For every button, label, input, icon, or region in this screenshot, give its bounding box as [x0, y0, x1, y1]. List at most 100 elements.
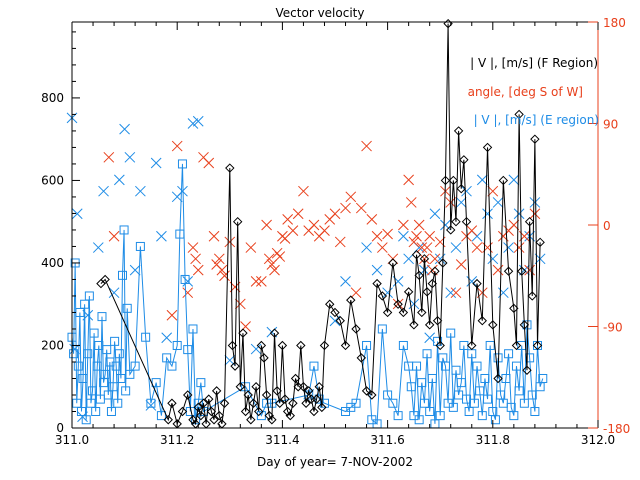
data-point — [177, 185, 188, 197]
data-point — [498, 175, 509, 186]
data-point — [271, 247, 283, 259]
data-point — [235, 382, 246, 392]
data-point — [429, 208, 441, 220]
data-point — [453, 126, 464, 136]
data-point — [398, 230, 409, 242]
y-left-tick-label: 200 — [41, 338, 64, 352]
data-point — [78, 373, 88, 383]
data-point — [272, 386, 282, 396]
data-point — [424, 320, 435, 330]
data-point — [241, 382, 251, 392]
data-point — [429, 253, 441, 265]
data-point — [483, 394, 493, 404]
data-point — [456, 183, 466, 194]
x-tick-label: 311.8 — [476, 433, 510, 447]
data-point — [188, 324, 198, 334]
data-point — [403, 174, 414, 186]
data-point — [187, 118, 199, 129]
data-point — [511, 340, 522, 351]
data-point — [448, 402, 458, 412]
data-point — [330, 307, 340, 318]
data-point — [196, 410, 206, 421]
data-point — [427, 373, 437, 383]
data-point — [282, 214, 294, 225]
data-point — [91, 406, 101, 416]
data-point — [234, 298, 246, 310]
data-point — [412, 361, 422, 371]
series-0 — [96, 18, 545, 429]
axes-layer: 311.0 311.2 311.4 311.6 311.8 312.0 0 200 400 600… — [41, 16, 630, 447]
data-point — [240, 406, 251, 417]
data-point — [371, 264, 383, 276]
data-point — [183, 390, 193, 400]
data-point — [76, 406, 86, 416]
data-point — [290, 373, 301, 384]
data-point — [424, 230, 436, 242]
data-point — [417, 307, 427, 318]
data-point — [408, 236, 420, 248]
data-point — [71, 208, 83, 220]
data-point — [414, 415, 424, 425]
data-point — [464, 406, 474, 416]
x-tick-label: 311.4 — [265, 433, 299, 447]
data-point — [346, 295, 356, 305]
y-left-tick-label: 800 — [41, 91, 64, 105]
data-point — [156, 230, 167, 242]
data-point — [182, 287, 194, 299]
data-point — [416, 242, 428, 253]
data-point — [188, 415, 198, 425]
data-point — [275, 398, 285, 408]
data-point — [314, 382, 324, 392]
legend-e-region: | V |, [m/s] (E region) — [474, 113, 599, 127]
data-point — [150, 157, 162, 169]
data-point — [514, 386, 524, 396]
data-point — [383, 390, 393, 400]
data-point — [519, 398, 529, 408]
data-point — [213, 253, 225, 265]
data-point — [267, 415, 277, 425]
data-point — [503, 242, 514, 253]
data-point — [166, 309, 178, 321]
data-point — [382, 307, 393, 318]
data-point — [84, 291, 94, 301]
data-point — [119, 123, 130, 135]
data-point — [451, 365, 461, 375]
data-point — [171, 140, 183, 152]
data-point — [367, 390, 377, 400]
data-point — [461, 216, 472, 227]
x-tick-label: 311.6 — [370, 433, 404, 447]
data-point — [211, 386, 222, 396]
data-point — [156, 411, 166, 421]
data-point — [167, 398, 177, 408]
data-point — [261, 390, 272, 400]
data-point — [88, 386, 98, 396]
data-point — [376, 242, 388, 253]
data-point — [243, 390, 253, 400]
series-2 — [67, 159, 548, 429]
data-point — [340, 340, 351, 351]
data-point — [469, 398, 479, 408]
data-point — [382, 287, 393, 299]
data-point — [476, 174, 488, 186]
data-point — [406, 382, 416, 392]
data-point — [490, 415, 500, 425]
data-point — [209, 415, 219, 425]
data-point — [455, 197, 467, 208]
data-point — [309, 361, 319, 371]
data-point — [456, 378, 466, 388]
data-layer — [66, 18, 548, 429]
data-point — [422, 287, 432, 297]
y-left-tick-label: 600 — [41, 173, 64, 187]
data-point — [517, 266, 527, 276]
data-point — [250, 276, 262, 287]
data-point — [106, 406, 116, 416]
data-point — [113, 398, 123, 408]
data-point — [524, 216, 535, 227]
data-point — [509, 411, 519, 421]
data-point — [522, 365, 532, 375]
data-point — [214, 410, 224, 421]
data-point — [466, 225, 478, 236]
x-axis-label: Day of year= 7-NOV-2002 — [257, 455, 413, 469]
data-point — [193, 398, 203, 408]
data-point — [298, 185, 309, 197]
